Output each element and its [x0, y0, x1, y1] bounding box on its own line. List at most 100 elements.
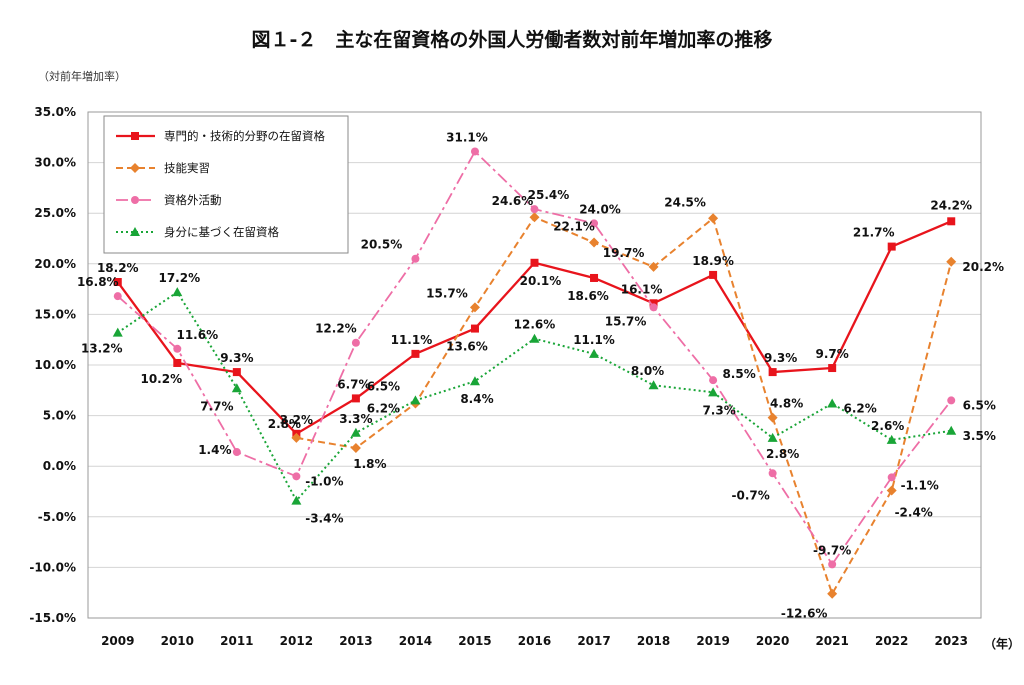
- data-label: 18.6%: [567, 289, 609, 303]
- data-label: 24.6%: [492, 194, 534, 208]
- data-label: -1.0%: [305, 474, 343, 488]
- chart-title: 図１-２ 主な在留資格の外国人労働者数対前年増加率の推移: [252, 28, 773, 51]
- y-tick-label: 5.0%: [43, 409, 76, 423]
- data-label: 16.1%: [621, 282, 663, 296]
- data-label: 6.7%: [337, 377, 370, 391]
- data-label: 4.8%: [770, 397, 803, 411]
- x-tick-label: 2020: [756, 634, 789, 648]
- data-label: 2.6%: [871, 419, 904, 433]
- data-point: [469, 302, 480, 313]
- x-tick-label: 2009: [101, 634, 134, 648]
- data-point: [886, 434, 897, 444]
- data-label: 24.0%: [579, 202, 621, 216]
- data-label: 9.3%: [220, 351, 253, 365]
- data-label: 2.8%: [268, 417, 301, 431]
- legend-label: 専門的・技術的分野の在留資格: [164, 129, 325, 143]
- data-point: [946, 256, 957, 267]
- y-tick-label: 30.0%: [34, 156, 76, 170]
- data-label: 6.2%: [367, 401, 400, 415]
- data-label: 17.2%: [158, 271, 200, 285]
- legend-box: [103, 115, 349, 254]
- data-label: 11.6%: [176, 328, 218, 342]
- data-point: [470, 324, 479, 333]
- x-tick-label: 2016: [518, 634, 551, 648]
- data-point: [827, 398, 838, 408]
- data-label: 8.4%: [460, 392, 493, 406]
- data-point: [351, 338, 360, 347]
- legend-marker: [130, 163, 140, 173]
- x-tick-label: 2012: [280, 634, 313, 648]
- data-label: 13.2%: [81, 342, 123, 356]
- data-label: 24.2%: [930, 198, 972, 212]
- y-tick-label: 15.0%: [34, 307, 76, 321]
- x-tick-label: 2021: [815, 634, 848, 648]
- data-point: [887, 473, 896, 482]
- data-label: -3.4%: [305, 512, 343, 526]
- data-label: 7.7%: [200, 399, 233, 413]
- y-axis: 35.0% 30.0% 25.0% 20.0% 15.0% 10.0% 5.0% 0.0% -5…: [29, 105, 76, 625]
- data-label: 12.2%: [315, 322, 357, 336]
- series-layer: [112, 147, 957, 599]
- data-label: -9.7%: [813, 543, 851, 557]
- x-axis: 2009 2010 2011 2012 2013 2014 2015 2016 2017 2018…: [101, 634, 968, 648]
- data-label: 1.4%: [198, 443, 231, 457]
- x-tick-label: 2017: [577, 634, 610, 648]
- x-tick-label: 2014: [399, 634, 432, 648]
- y-axis-unit-label: （対前年増加率）: [38, 69, 126, 83]
- data-point: [292, 472, 301, 481]
- x-tick-label: 2010: [161, 634, 194, 648]
- data-label: 20.1%: [520, 274, 562, 288]
- series-line: [296, 216, 953, 595]
- data-label: 9.7%: [816, 347, 849, 361]
- data-label: -1.1%: [901, 478, 939, 492]
- data-label: 9.3%: [764, 351, 797, 365]
- data-point: [648, 380, 659, 390]
- data-point: [648, 261, 659, 272]
- data-label: 2.8%: [766, 447, 799, 461]
- data-label: 1.8%: [353, 457, 386, 471]
- y-tick-label: 20.0%: [34, 257, 76, 271]
- data-label: 18.2%: [97, 261, 139, 275]
- data-point: [828, 364, 837, 373]
- data-point: [113, 292, 122, 301]
- data-point: [470, 147, 479, 156]
- data-point: [231, 383, 242, 393]
- data-point: [291, 432, 302, 443]
- data-point: [530, 258, 539, 267]
- data-label: 15.7%: [426, 286, 468, 300]
- data-point: [767, 432, 778, 442]
- data-point: [530, 205, 539, 214]
- data-label: 3.3%: [339, 412, 372, 426]
- data-point: [411, 349, 420, 358]
- data-labels: 18.2% 10.2% 9.3% 3.2% 6.7% 11.1% 13.6% 20.1% 18.…: [77, 130, 1004, 620]
- data-point: [469, 376, 480, 386]
- data-label: 7.3%: [702, 403, 735, 417]
- data-point: [173, 344, 182, 353]
- data-label: 11.1%: [573, 333, 615, 347]
- data-label: -0.7%: [732, 488, 770, 502]
- data-label: 8.5%: [722, 367, 755, 381]
- data-point: [291, 495, 302, 505]
- data-point: [767, 412, 778, 423]
- y-tick-label: 35.0%: [34, 105, 76, 119]
- data-point: [232, 448, 241, 457]
- data-point: [350, 442, 361, 453]
- data-point: [768, 368, 777, 377]
- data-point: [410, 395, 421, 405]
- data-label: 13.6%: [446, 340, 488, 354]
- data-point: [529, 333, 540, 343]
- x-tick-label: 2018: [637, 634, 670, 648]
- series-3: [112, 287, 957, 505]
- legend-marker: [131, 196, 139, 204]
- y-tick-label: -10.0%: [29, 560, 76, 574]
- data-point: [947, 217, 956, 226]
- data-label: 20.2%: [962, 260, 1004, 274]
- data-point: [649, 303, 658, 312]
- legend-marker: [131, 132, 139, 140]
- data-label: 18.9%: [692, 254, 734, 268]
- data-point: [768, 469, 777, 478]
- data-label: 21.7%: [853, 226, 895, 240]
- legend-label: 資格外活動: [164, 193, 222, 207]
- legend-label: 身分に基づく在留資格: [164, 225, 279, 239]
